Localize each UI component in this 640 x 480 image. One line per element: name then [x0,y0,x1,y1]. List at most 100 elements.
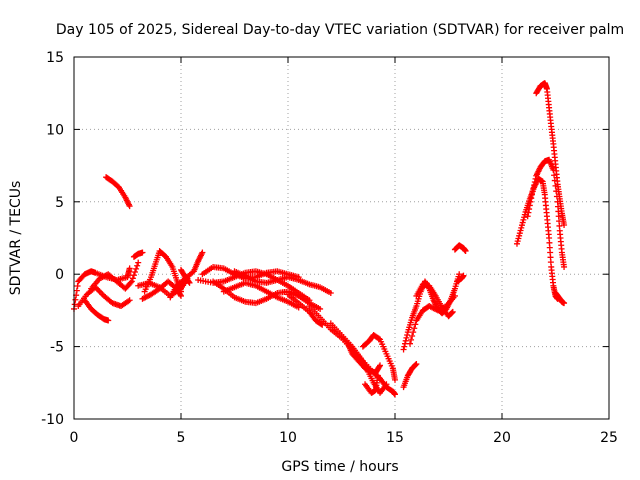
data-point [199,249,206,256]
data-point [327,290,334,297]
data-point [74,283,81,290]
data-point [409,332,416,339]
x-tick-label: 5 [177,430,186,446]
data-point [531,179,538,186]
data-point [128,278,135,285]
data-point [408,336,415,343]
series-pass-v [362,372,381,396]
series-pass-aa [451,242,469,255]
x-tick-label: 0 [70,430,79,446]
data-point [126,203,133,210]
data-point [134,262,141,269]
data-point [392,376,398,383]
data-point [402,337,409,344]
series-pass-k [178,266,193,286]
y-tick-label: 10 [46,122,64,138]
data-point [531,182,538,189]
x-tick-label: 10 [279,430,297,446]
data-point [129,275,136,282]
series-pass-ad [524,156,568,270]
data-point [513,240,520,247]
y-tick-label: 5 [55,195,64,211]
data-point [412,361,419,368]
series-pass-e [103,174,133,210]
x-tick-label: 15 [386,430,404,446]
data-point [411,325,418,332]
axis-ticks: 0 5 10 15 20 25 -10 -5 0 5 10 15 [41,50,618,446]
data-point [518,222,525,229]
data-point [525,209,532,216]
gridlines [74,57,609,419]
data-point [524,213,531,220]
y-tick-label: -5 [50,340,64,356]
series-pass-ae [533,80,568,228]
data-point [403,334,410,341]
data-point [126,265,133,272]
series-pass-af [552,290,568,307]
data-point [410,329,417,336]
series-pass-f [130,249,146,260]
data-point [516,230,523,237]
data-point [528,191,535,198]
x-tick-label: 20 [493,430,511,446]
data-point [561,221,568,228]
data-point [412,321,419,328]
data-point [456,271,463,278]
y-axis-label: SDTVAR / TECUs [8,181,24,296]
data-point [72,296,79,303]
data-point [526,202,533,209]
series-pass-q [285,291,326,328]
series-pass-d [88,259,142,292]
data-point [177,291,184,298]
data-point [374,372,381,379]
data-point [127,279,134,286]
data-point [401,343,408,350]
data-point [377,362,384,369]
y-tick-label: 0 [55,267,64,283]
series-pass-c [81,297,112,324]
data-point [135,259,142,266]
data-point [514,238,521,245]
data-point [406,340,413,347]
data-point [404,332,411,339]
data-point [529,188,536,195]
data-point [317,305,324,312]
y-tick-label: -10 [41,412,64,428]
data-point [449,308,456,315]
series-pass-w [400,360,420,391]
series-pass-j [167,249,206,301]
y-tick-label: 15 [46,50,64,66]
data-point [528,195,535,202]
data-point [462,248,469,255]
data-point [532,175,539,182]
data-points [71,80,568,398]
data-point [375,335,382,342]
data-point [126,297,133,304]
data-point [96,288,103,295]
data-point [400,346,407,353]
data-point [73,287,80,294]
data-point [130,272,137,279]
series-pass-ab [454,272,467,285]
data-point [518,224,525,231]
data-point [530,185,537,192]
data-point [131,269,138,276]
data-point [520,216,527,223]
data-point [392,391,398,398]
series-pass-t [344,340,384,376]
data-point [449,309,456,316]
series-pass-z [406,292,458,347]
data-point [460,272,467,279]
data-point [133,265,140,272]
data-point [517,227,524,234]
x-axis-label: GPS time / hours [281,459,398,475]
data-point [521,214,528,221]
data-point [526,206,533,213]
data-point [185,278,192,285]
data-point [105,317,112,324]
series-pass-ac [513,175,561,302]
series-pass-o [220,279,302,311]
chart-title: Day 105 of 2025, Sidereal Day-to-day VTE… [56,22,624,38]
data-point [515,235,522,242]
